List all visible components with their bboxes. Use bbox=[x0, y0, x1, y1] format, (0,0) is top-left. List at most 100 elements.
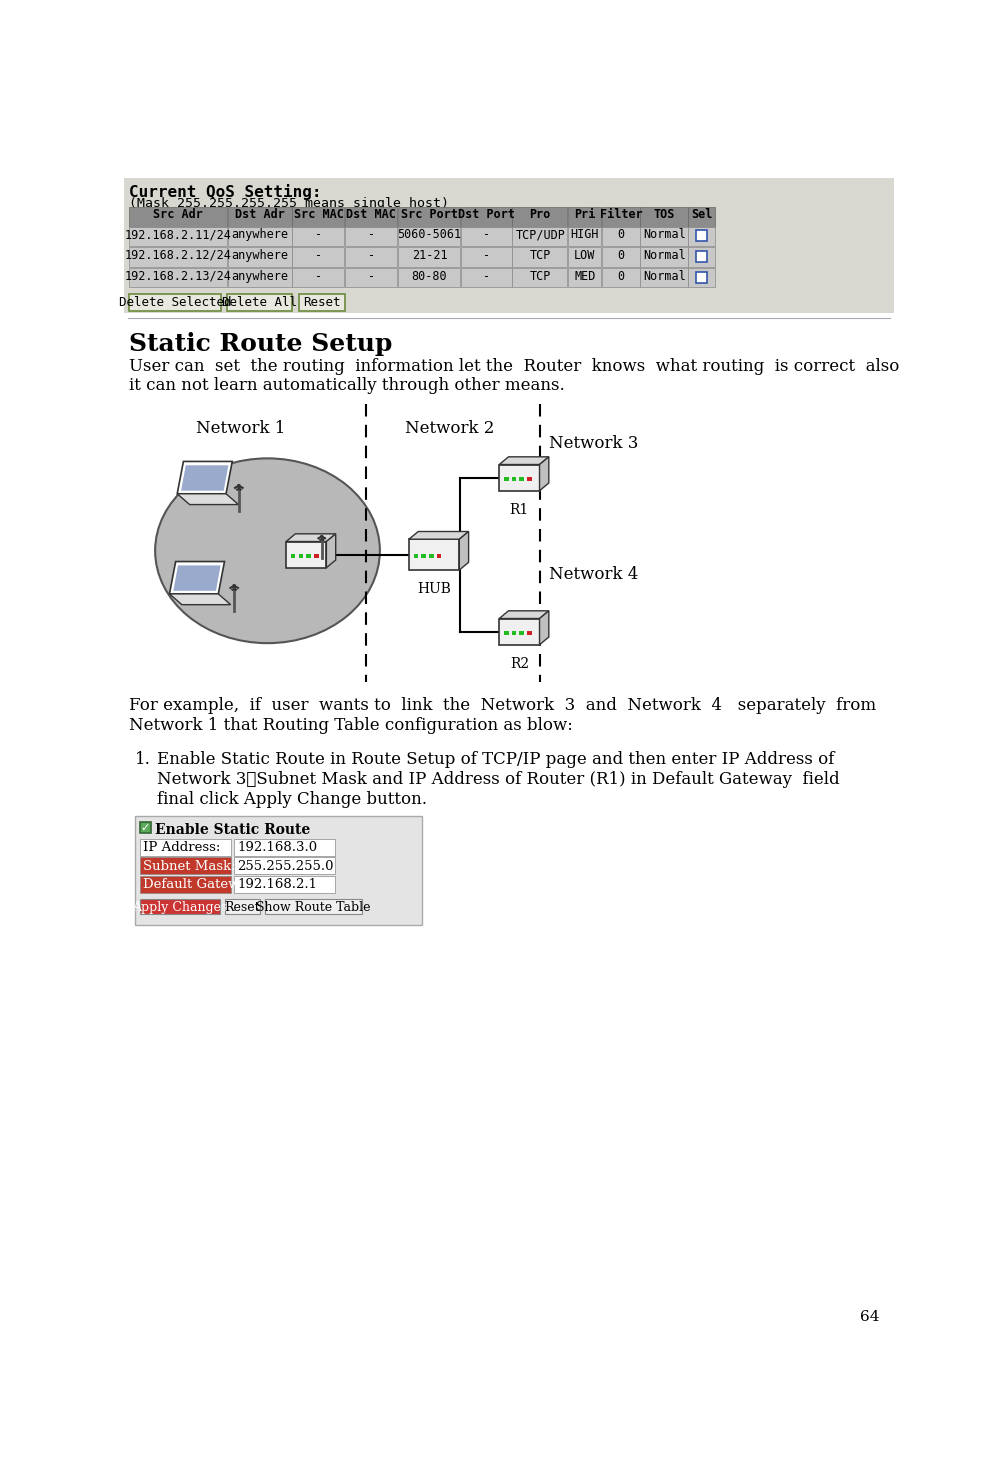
Text: Network 3、Subnet Mask and IP Address of Router (R1) in Default Gateway  field: Network 3、Subnet Mask and IP Address of … bbox=[157, 772, 839, 788]
Text: -: - bbox=[315, 229, 322, 240]
Ellipse shape bbox=[155, 459, 380, 643]
Bar bbox=[688, 208, 715, 227]
Bar bbox=[429, 554, 434, 558]
Bar bbox=[568, 269, 601, 288]
Bar bbox=[511, 476, 516, 481]
Text: it can not learn automatically through other means.: it can not learn automatically through o… bbox=[129, 377, 565, 393]
Bar bbox=[602, 208, 639, 227]
Polygon shape bbox=[177, 494, 238, 505]
Text: User can  set  the routing  information let the  Router  knows  what routing  is: User can set the routing information let… bbox=[129, 358, 899, 375]
Text: ✓: ✓ bbox=[141, 822, 150, 833]
Polygon shape bbox=[460, 531, 469, 570]
Text: Reset: Reset bbox=[303, 295, 341, 309]
Bar bbox=[503, 631, 508, 635]
Bar bbox=[228, 248, 292, 267]
Text: Current QoS Setting:: Current QoS Setting: bbox=[129, 184, 322, 200]
Text: Enable Static Route in Route Setup of TCP/IP page and then enter IP Address of: Enable Static Route in Route Setup of TC… bbox=[157, 751, 834, 767]
Bar bbox=[291, 554, 295, 558]
Bar bbox=[602, 269, 639, 288]
Bar bbox=[228, 269, 292, 288]
Bar bbox=[512, 248, 567, 267]
Text: R1: R1 bbox=[509, 503, 529, 516]
Text: 255.255.255.0: 255.255.255.0 bbox=[237, 859, 334, 873]
Bar bbox=[640, 208, 687, 227]
Bar bbox=[462, 208, 511, 227]
Text: Src MAC: Src MAC bbox=[294, 208, 344, 221]
Text: 64: 64 bbox=[860, 1310, 880, 1324]
Bar bbox=[224, 899, 260, 914]
Bar bbox=[696, 272, 707, 283]
Bar bbox=[414, 554, 418, 558]
Text: Normal: Normal bbox=[642, 229, 686, 240]
Text: Network 4: Network 4 bbox=[549, 567, 638, 583]
Bar bbox=[688, 248, 715, 267]
Text: 192.168.2.11/24: 192.168.2.11/24 bbox=[125, 229, 231, 240]
Bar bbox=[462, 248, 511, 267]
Bar bbox=[568, 208, 601, 227]
Bar bbox=[568, 227, 601, 246]
Text: MED: MED bbox=[574, 270, 596, 283]
Bar bbox=[299, 554, 303, 558]
Polygon shape bbox=[499, 457, 549, 464]
Bar bbox=[140, 838, 231, 856]
Text: Subnet Mask:: Subnet Mask: bbox=[143, 859, 235, 873]
Bar bbox=[140, 876, 231, 893]
Bar bbox=[462, 269, 511, 288]
Polygon shape bbox=[327, 534, 336, 568]
Text: -: - bbox=[484, 270, 491, 283]
Polygon shape bbox=[170, 561, 224, 594]
Text: -: - bbox=[367, 249, 375, 261]
Text: TOS: TOS bbox=[653, 208, 675, 221]
Bar bbox=[227, 294, 292, 310]
Bar bbox=[503, 476, 508, 481]
Text: TCP/UDP: TCP/UDP bbox=[515, 229, 565, 240]
Bar bbox=[345, 269, 397, 288]
Text: 192.168.2.12/24: 192.168.2.12/24 bbox=[125, 249, 231, 261]
Bar bbox=[421, 554, 426, 558]
Text: HIGH: HIGH bbox=[571, 229, 599, 240]
Bar bbox=[519, 476, 524, 481]
Bar bbox=[299, 294, 345, 310]
Bar bbox=[398, 227, 461, 246]
Circle shape bbox=[232, 585, 236, 588]
Polygon shape bbox=[174, 565, 220, 591]
Bar bbox=[602, 248, 639, 267]
Bar bbox=[234, 858, 335, 874]
Bar bbox=[129, 405, 888, 681]
FancyBboxPatch shape bbox=[499, 619, 539, 644]
Text: anywhere: anywhere bbox=[231, 270, 289, 283]
Bar bbox=[602, 227, 639, 246]
Text: 21-21: 21-21 bbox=[412, 249, 447, 261]
Text: IP Address:: IP Address: bbox=[143, 841, 220, 855]
Bar bbox=[129, 294, 221, 310]
Bar bbox=[398, 248, 461, 267]
Text: LOW: LOW bbox=[574, 249, 596, 261]
Text: anywhere: anywhere bbox=[231, 249, 289, 261]
Circle shape bbox=[237, 484, 240, 488]
Text: final click Apply Change button.: final click Apply Change button. bbox=[157, 791, 427, 807]
Text: Network 2: Network 2 bbox=[405, 420, 495, 436]
Text: Enable Static Route: Enable Static Route bbox=[155, 822, 311, 837]
Bar bbox=[688, 269, 715, 288]
Text: Dst MAC: Dst MAC bbox=[347, 208, 396, 221]
Bar bbox=[640, 248, 687, 267]
Text: R2: R2 bbox=[509, 657, 529, 671]
Circle shape bbox=[320, 534, 324, 539]
Bar bbox=[140, 858, 231, 874]
Text: 80-80: 80-80 bbox=[412, 270, 447, 283]
Polygon shape bbox=[170, 594, 230, 604]
Bar bbox=[292, 269, 345, 288]
Bar bbox=[512, 269, 567, 288]
Text: Apply Changes: Apply Changes bbox=[132, 901, 227, 914]
Text: 192.168.2.1: 192.168.2.1 bbox=[237, 879, 318, 890]
Bar bbox=[135, 816, 422, 925]
Bar bbox=[292, 208, 345, 227]
Text: 5060-5061: 5060-5061 bbox=[397, 229, 462, 240]
FancyBboxPatch shape bbox=[499, 464, 539, 491]
Bar bbox=[512, 208, 567, 227]
Polygon shape bbox=[177, 462, 232, 494]
Bar bbox=[688, 227, 715, 246]
Text: Pro: Pro bbox=[529, 208, 551, 221]
Text: -: - bbox=[484, 249, 491, 261]
Bar bbox=[511, 631, 516, 635]
